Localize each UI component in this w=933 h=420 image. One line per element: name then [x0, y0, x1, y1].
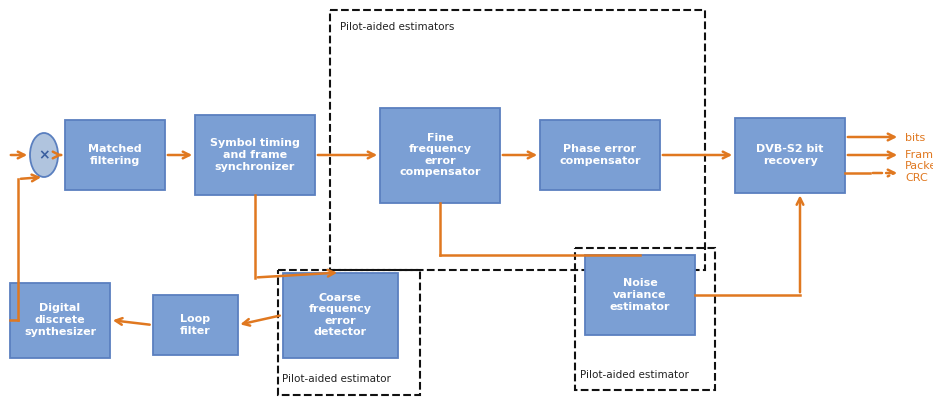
Text: Digital
discrete
synthesizer: Digital discrete synthesizer [24, 303, 96, 336]
Text: Symbol timing
and frame
synchronizer: Symbol timing and frame synchronizer [210, 139, 299, 172]
FancyBboxPatch shape [735, 118, 845, 192]
Text: Fine
frequency
error
compensator: Fine frequency error compensator [399, 133, 480, 177]
FancyBboxPatch shape [283, 273, 397, 357]
FancyBboxPatch shape [65, 120, 165, 190]
Text: Phase error
compensator: Phase error compensator [559, 144, 641, 166]
Bar [330, 10, 705, 270]
FancyBboxPatch shape [10, 283, 110, 357]
FancyBboxPatch shape [152, 295, 238, 355]
Text: bits: bits [905, 133, 926, 143]
FancyBboxPatch shape [380, 108, 500, 202]
FancyBboxPatch shape [540, 120, 660, 190]
Text: DVB-S2 bit
recovery: DVB-S2 bit recovery [757, 144, 824, 166]
FancyBboxPatch shape [585, 255, 695, 335]
Text: Pilot-aided estimator: Pilot-aided estimator [282, 374, 391, 384]
Text: Coarse
frequency
error
detector: Coarse frequency error detector [309, 293, 371, 337]
Text: Frame CRC: Frame CRC [905, 150, 933, 160]
Text: Noise
variance
estimator: Noise variance estimator [610, 278, 670, 312]
FancyBboxPatch shape [195, 115, 315, 195]
Bar [575, 248, 715, 390]
Bar [278, 270, 420, 395]
Text: ×: × [38, 148, 49, 162]
Text: Packet
CRC: Packet CRC [905, 161, 933, 183]
Text: Matched
filtering: Matched filtering [89, 144, 142, 166]
Text: Loop
filter: Loop filter [180, 314, 210, 336]
Text: Pilot-aided estimator: Pilot-aided estimator [580, 370, 689, 380]
Text: Pilot-aided estimators: Pilot-aided estimators [340, 22, 454, 32]
Ellipse shape [30, 133, 58, 177]
